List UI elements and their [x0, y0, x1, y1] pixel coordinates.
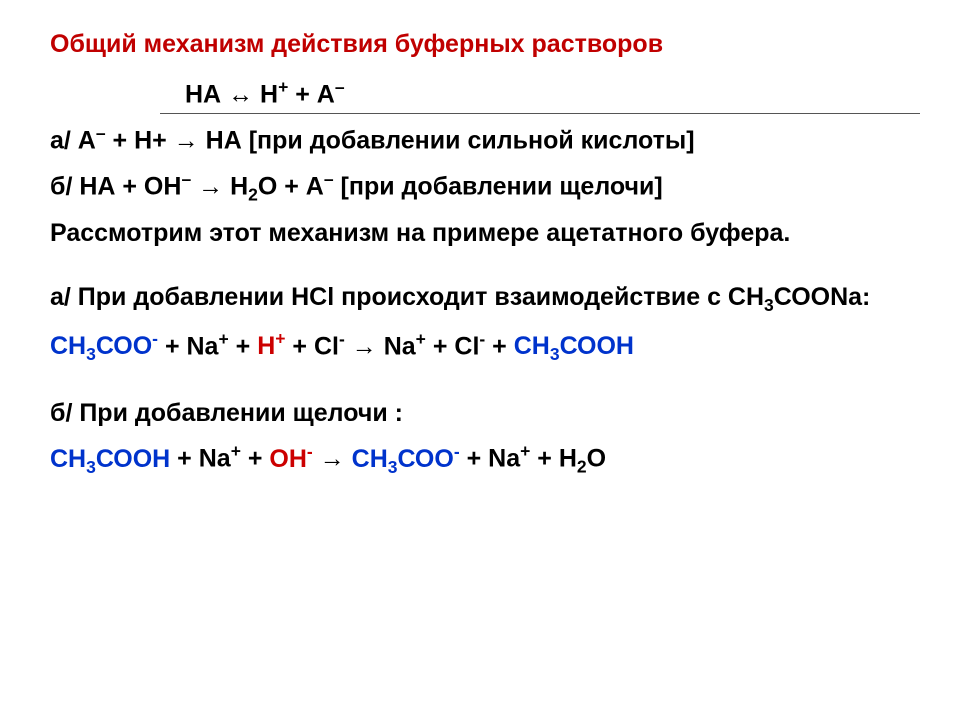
r2-10: + Na [460, 445, 520, 473]
eq0-2: Н [253, 80, 278, 108]
a1-s1: – [96, 123, 106, 143]
b1-6: [при добавлении щелочи] [341, 173, 663, 201]
b1-s1: – [181, 169, 191, 189]
r2-base: СН3СОО- [352, 445, 460, 473]
r2-6 [313, 445, 320, 473]
eq0-arr: ↔ [228, 80, 253, 108]
slide-title: Общий механизм действия буферных раствор… [50, 30, 920, 59]
case-b: б/ НА + ОН– → Н2О + А– [при добавлении щ… [50, 168, 920, 207]
r2-acid: СН3СООН [50, 445, 170, 473]
r1-hplus: H+ [257, 332, 285, 360]
r2-12: O [587, 445, 606, 473]
eq-general: НА ↔ Н+ + А– [160, 77, 920, 114]
case-b-example: б/ При добавлении щелочи : [50, 397, 920, 431]
reaction-2: СН3СООН + Na+ + OH- → СН3СОО- + Na+ + H2… [50, 440, 920, 479]
eq0-sup1: + [278, 77, 288, 97]
r2-oh: OH- [269, 445, 312, 473]
r1-arr: → [352, 332, 377, 360]
case-a: а/ А– + Н+ → НА [при добавлении сильной … [50, 122, 920, 158]
eq0-3: + А [288, 80, 335, 108]
b1-4: О + А [258, 173, 324, 201]
b1-s2: – [324, 169, 334, 189]
r1-9: + Cl [426, 332, 480, 360]
a1-1: а/ А [50, 127, 96, 155]
r2-sub1: 2 [577, 457, 587, 477]
eq0-sup2: – [335, 77, 345, 97]
r1-sup4: - [339, 329, 345, 349]
b1-3: Н [223, 173, 248, 201]
r2-3: + Na [170, 445, 230, 473]
a2-2: СООNa: [774, 283, 871, 311]
a2-sub: 3 [764, 295, 774, 315]
a1-arr: → [174, 127, 199, 155]
case-a-example: а/ При добавлении HCl происходит взаимод… [50, 281, 920, 318]
r2-7 [345, 445, 352, 473]
r1-sup5: + [416, 329, 426, 349]
b1-1: б/ НА + ОН [50, 173, 181, 201]
reaction-1: СН3СОО- + Na+ + H+ + Cl- → Na+ + Cl- + С… [50, 328, 920, 367]
b1-5 [334, 173, 341, 201]
r2-arr: → [320, 445, 345, 473]
r1-6: + Cl [285, 332, 339, 360]
r1-4: + [229, 332, 258, 360]
r2-11: + H [530, 445, 577, 473]
r2-sup1: + [231, 441, 241, 461]
r1-10: + [485, 332, 514, 360]
a1-4: [при добавлении сильной кислоты] [249, 127, 695, 155]
r1-8: Na [377, 332, 416, 360]
b1-arr: → [198, 173, 223, 201]
r1-3: + Na [158, 332, 218, 360]
r2-4: + [241, 445, 270, 473]
r1-acid: СН3СООН [514, 332, 634, 360]
r2-sup4: + [520, 441, 530, 461]
a2-1: а/ При добавлении HCl происходит взаимод… [50, 283, 764, 311]
paragraph-intro: Рассмотрим этот механизм на примере ацет… [50, 217, 920, 251]
r1-7 [345, 332, 352, 360]
r1-base1: СН3СОО- [50, 332, 158, 360]
b1-sub1: 2 [248, 185, 258, 205]
eq0-1: НА [185, 80, 228, 108]
a1-3: НА [199, 127, 249, 155]
r1-sup2: + [218, 329, 228, 349]
a1-2: + Н+ [106, 127, 174, 155]
